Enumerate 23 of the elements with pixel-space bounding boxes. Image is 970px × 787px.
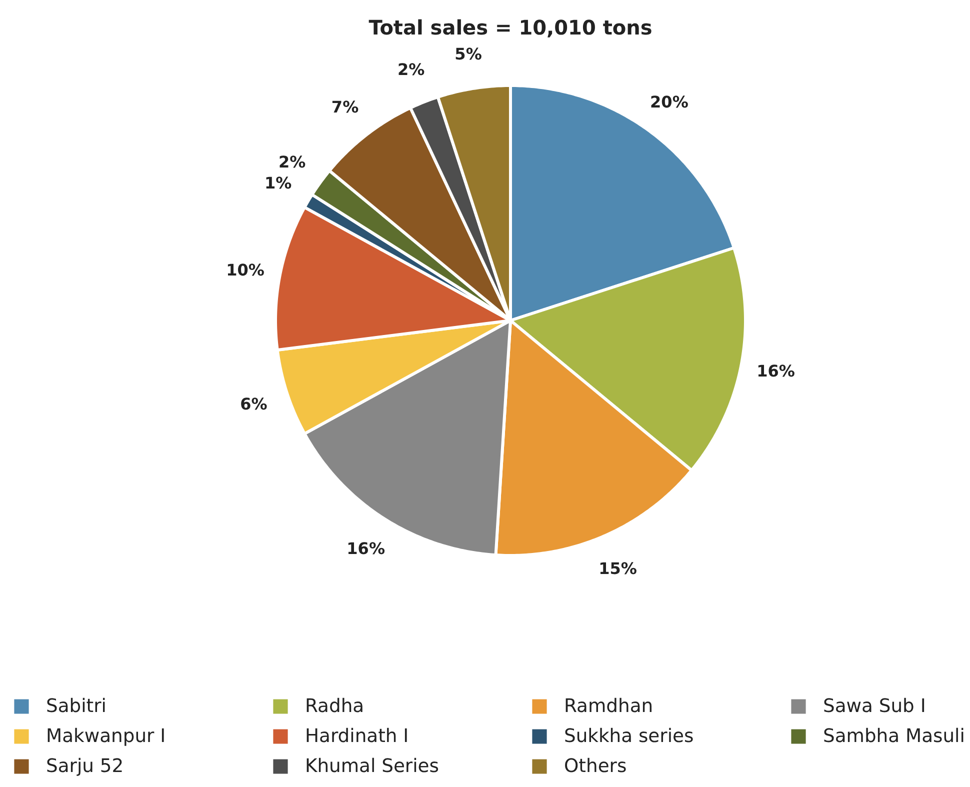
legend-label: Hardinath I xyxy=(305,726,410,746)
legend-label: Makwanpur I xyxy=(46,726,167,746)
legend-label: Sawa Sub I xyxy=(823,696,927,716)
data-label: 2% xyxy=(398,60,425,79)
data-label: 6% xyxy=(240,394,268,414)
legend-label: Sarju 52 xyxy=(46,756,125,776)
data-label: 2% xyxy=(278,152,306,172)
data-label: 7% xyxy=(331,98,359,117)
legend-label: Radha xyxy=(305,696,366,716)
data-label: 16% xyxy=(756,362,795,381)
legend-label: Ramdhan xyxy=(564,696,654,716)
legend-label: Sabitri xyxy=(46,696,108,716)
data-label: 16% xyxy=(346,538,385,558)
data-label: 20% xyxy=(650,92,688,112)
data-label: 10% xyxy=(226,260,264,280)
legend-label: Khumal Series xyxy=(305,756,440,776)
data-label: 5% xyxy=(454,44,482,64)
legend-label: Sukkha series xyxy=(564,726,695,746)
legend-label: Sambha Masuli xyxy=(823,726,966,746)
chart-title: Total sales = 10,010 tons xyxy=(368,16,652,40)
legend-label: Others xyxy=(564,756,628,776)
data-label: 15% xyxy=(598,558,637,578)
data-label: 1% xyxy=(264,174,292,193)
